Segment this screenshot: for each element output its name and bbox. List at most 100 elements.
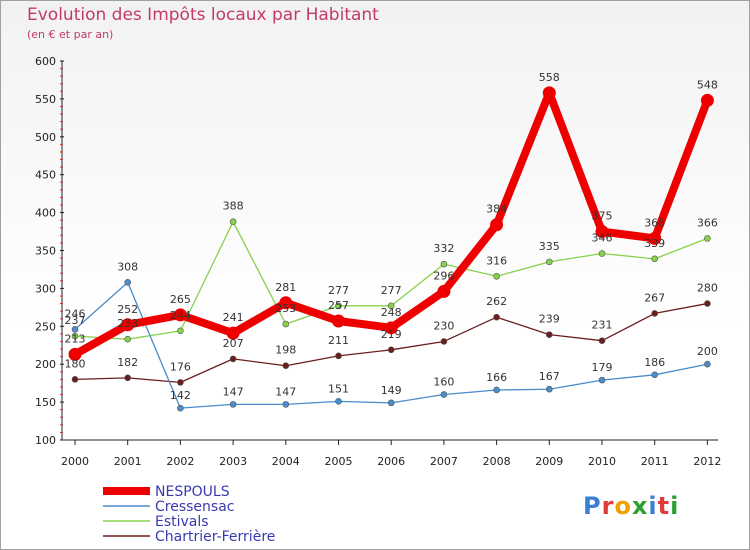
data-point (545, 385, 553, 393)
data-label: 548 (697, 78, 718, 91)
data-label: 241 (223, 311, 244, 324)
y-tick-label: 350 (35, 245, 56, 258)
logo-letter: x (631, 492, 649, 520)
data-point (282, 320, 290, 328)
data-label: 316 (486, 254, 507, 267)
data-label: 339 (644, 237, 665, 250)
data-label: 257 (328, 299, 349, 312)
x-tick-label: 2004 (272, 455, 300, 468)
data-point (387, 302, 395, 310)
data-label: 149 (381, 384, 402, 397)
data-point (335, 352, 342, 360)
y-tick-label: 500 (35, 131, 56, 144)
data-point (440, 338, 448, 345)
data-point (332, 314, 345, 328)
data-label: 267 (644, 291, 665, 304)
data-label: 366 (644, 216, 665, 229)
data-label: 253 (275, 302, 296, 315)
data-label: 262 (486, 295, 507, 308)
x-tick-label: 2001 (114, 455, 142, 468)
x-tick-label: 2007 (430, 455, 458, 468)
data-point (595, 225, 609, 239)
x-tick-label: 2008 (483, 455, 511, 468)
data-point (229, 401, 237, 408)
data-point (279, 296, 293, 310)
data-point (335, 398, 342, 405)
legend-label: Chartrier-Ferrière (155, 529, 275, 545)
data-point (545, 258, 553, 266)
data-point (700, 93, 714, 107)
data-point (124, 374, 131, 382)
data-label: 219 (381, 328, 402, 341)
data-point (493, 386, 500, 394)
data-label: 346 (592, 232, 613, 245)
data-point (282, 401, 290, 408)
data-point (440, 260, 448, 268)
y-tick-label: 450 (35, 169, 56, 182)
data-label: 233 (117, 317, 138, 330)
data-label: 384 (486, 203, 507, 216)
data-point (124, 335, 131, 343)
data-point (226, 326, 240, 340)
x-tick-label: 2003 (219, 455, 247, 468)
x-tick-label: 2012 (693, 455, 721, 468)
data-label: 281 (275, 281, 296, 294)
data-label: 248 (381, 306, 402, 319)
x-tick-label: 2009 (535, 455, 563, 468)
y-tick-label: 250 (35, 320, 56, 333)
y-tick-label: 200 (35, 358, 56, 371)
data-label: 180 (65, 357, 86, 370)
logo-letter: o (614, 492, 632, 520)
data-point (124, 279, 131, 286)
data-label: 147 (275, 385, 296, 398)
logo-letter: r (601, 492, 615, 520)
data-point (440, 391, 448, 398)
data-label: 142 (170, 389, 191, 402)
data-point (493, 272, 500, 280)
data-point (437, 284, 451, 298)
chart-subtitle: (en € et par an) (27, 28, 114, 41)
data-label: 335 (539, 240, 560, 253)
data-label: 296 (433, 269, 454, 282)
data-point (490, 218, 504, 232)
data-label: 308 (117, 260, 138, 273)
data-label: 280 (697, 282, 718, 295)
data-point (177, 404, 184, 412)
x-tick-label: 2005 (325, 455, 353, 468)
data-point (704, 300, 711, 307)
data-point (177, 379, 184, 386)
x-tick-label: 2000 (61, 455, 89, 468)
data-point (598, 250, 606, 257)
data-point (387, 399, 395, 407)
logo-letter: P (583, 492, 602, 520)
data-point (229, 218, 237, 225)
data-point (71, 376, 79, 383)
data-point (704, 235, 711, 242)
data-point (651, 310, 659, 317)
data-point (335, 302, 342, 310)
legend-label: NESPOULS (155, 484, 230, 500)
y-tick-label: 550 (35, 93, 56, 106)
data-point (651, 255, 659, 263)
data-point (598, 337, 606, 345)
y-tick-label: 400 (35, 207, 56, 220)
data-label: 375 (592, 210, 613, 223)
data-point (493, 313, 500, 321)
proxiti-logo: Proxiti (583, 492, 679, 520)
y-tick-label: 150 (35, 396, 56, 409)
chart-title: Evolution des Impôts locaux par Habitant (27, 5, 379, 25)
y-tick-label: 300 (35, 282, 56, 295)
data-label: 179 (592, 361, 613, 374)
data-label: 246 (65, 307, 86, 320)
data-point (545, 331, 553, 338)
data-label: 213 (65, 332, 86, 345)
data-label: 366 (697, 216, 718, 229)
data-label: 151 (328, 382, 349, 395)
data-label: 244 (170, 309, 191, 322)
x-tick-label: 2006 (377, 455, 405, 468)
x-tick-label: 2002 (166, 455, 194, 468)
data-label: 231 (592, 319, 613, 332)
data-label: 160 (433, 376, 454, 389)
